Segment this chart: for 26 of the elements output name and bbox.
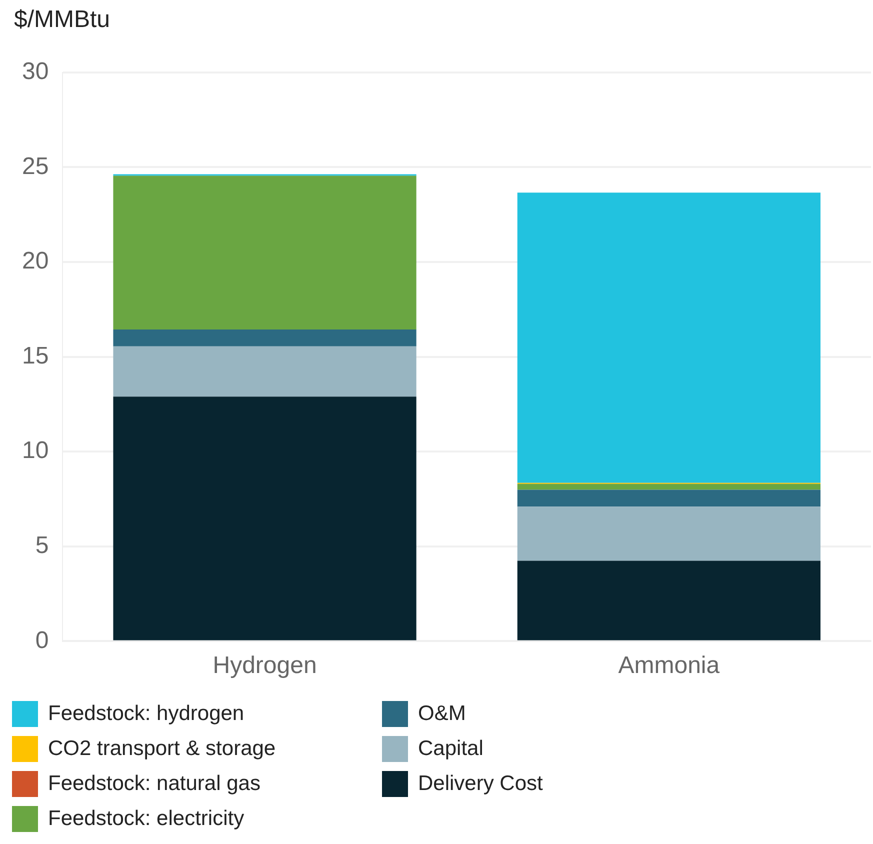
legend-label: Delivery Cost [418, 770, 543, 796]
bar [517, 560, 820, 640]
legend-label: Feedstock: electricity [48, 806, 244, 832]
bar [113, 176, 416, 330]
y-tick-label: 5 [35, 532, 49, 560]
bar [517, 506, 820, 561]
bar [517, 490, 820, 507]
bar [113, 396, 416, 640]
legend-label: Feedstock: hydrogen [48, 700, 244, 726]
bar [113, 330, 416, 346]
y-tick-label: 30 [22, 58, 49, 86]
legend-label: Capital [418, 736, 484, 762]
y-tick-label: 0 [35, 626, 49, 654]
y-tick-label: 25 [22, 152, 49, 180]
y-axis-title: $/MMBtu [14, 6, 110, 34]
y-tick-label: 15 [22, 342, 49, 370]
y-tick-label: 20 [22, 248, 49, 275]
legend-label: O&M [418, 700, 466, 726]
bar [113, 346, 416, 397]
x-tick-label: Hydrogen [212, 652, 317, 680]
bar [517, 484, 820, 490]
x-tick-label: Ammonia [618, 652, 720, 680]
bar [517, 192, 820, 483]
y-tick-label: 10 [22, 437, 49, 464]
legend-label: CO2 transport & storage [48, 736, 276, 762]
legend-label: Feedstock: natural gas [48, 770, 260, 796]
